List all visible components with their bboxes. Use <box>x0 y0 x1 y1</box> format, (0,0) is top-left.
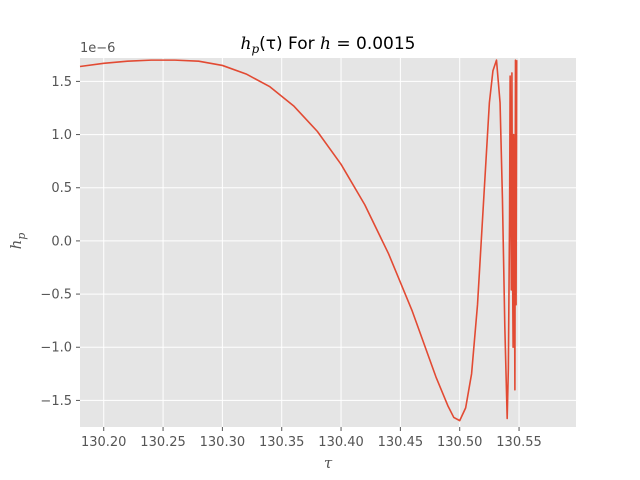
title-value: 0.0015 <box>356 34 415 54</box>
title-arg: (τ) <box>259 34 283 54</box>
x-axis-label: τ <box>324 454 333 472</box>
y-tick-label: 0.5 <box>51 181 72 196</box>
title-mid: For <box>283 34 320 54</box>
y-tick-label: −1.5 <box>40 394 72 409</box>
x-tick-label: 130.35 <box>259 435 305 450</box>
y-tick-label: 1.5 <box>51 75 72 90</box>
plot-area <box>80 58 576 427</box>
x-tick-label: 130.30 <box>200 435 246 450</box>
y-tick-label: −0.5 <box>40 288 72 303</box>
title-func: h <box>240 34 251 54</box>
series-line-0 <box>79 59 518 422</box>
title-eq: = <box>331 34 356 54</box>
y-axis-label-base: h <box>7 240 25 250</box>
y-axis-label: hp <box>7 233 28 250</box>
x-tick-label: 130.25 <box>140 435 186 450</box>
title-func-sub: p <box>251 42 259 56</box>
y-tick-label: 1.0 <box>51 128 72 143</box>
x-tick-label: 130.20 <box>81 435 127 450</box>
tick-labels: 130.20 130.25 130.30 130.35 130.40 130.45 130.… <box>40 75 541 450</box>
y-tick-label: 0.0 <box>51 234 72 249</box>
x-tick-label: 130.55 <box>496 435 542 450</box>
y-offset-text: 1e−6 <box>80 41 115 56</box>
series-layer <box>79 59 518 422</box>
title-lhs: h <box>320 34 331 54</box>
x-tick-label: 130.45 <box>378 435 424 450</box>
y-axis-label-sub: p <box>15 233 28 240</box>
x-tick-label: 130.50 <box>437 435 483 450</box>
chart-title: hp(τ) For h = 0.0015 <box>240 34 415 56</box>
x-tick-label: 130.40 <box>318 435 364 450</box>
gridlines <box>80 58 576 427</box>
y-tick-label: −1.0 <box>40 341 72 356</box>
